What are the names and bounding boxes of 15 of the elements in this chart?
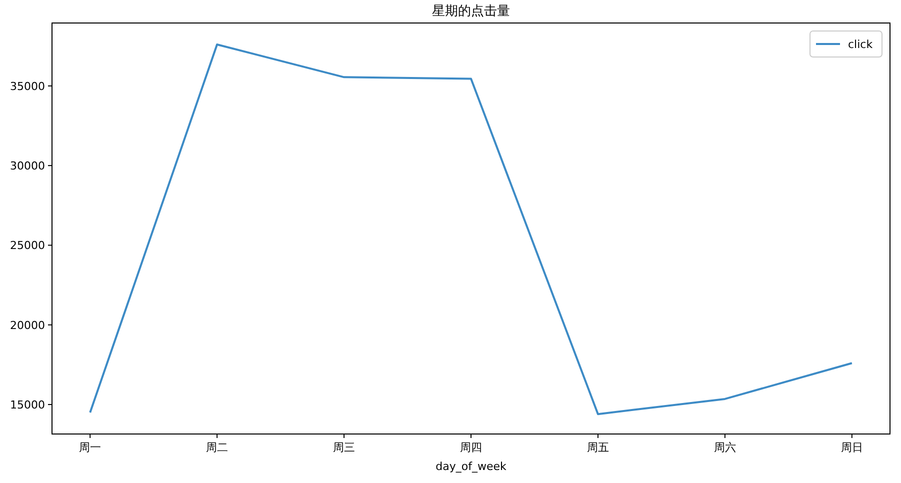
y-tick-label: 15000	[10, 398, 45, 412]
x-tick-label: 周五	[586, 441, 609, 454]
x-axis-title: day_of_week	[436, 460, 507, 473]
x-tick-label: 周四	[460, 441, 482, 454]
x-tick-label: 周二	[206, 441, 228, 454]
x-tick-label: 周日	[840, 441, 863, 454]
x-tick-label: 周六	[714, 441, 736, 454]
chart-title: 星期的点击量	[432, 4, 510, 19]
legend-label: click	[848, 38, 874, 51]
y-tick-label: 30000	[10, 160, 45, 173]
y-tick-label: 35000	[10, 80, 45, 93]
x-tick-label: 周一	[79, 441, 102, 454]
y-tick-label: 20000	[10, 318, 45, 332]
y-tick-label: 25000	[10, 239, 45, 252]
x-tick-label: 周三	[333, 441, 356, 454]
